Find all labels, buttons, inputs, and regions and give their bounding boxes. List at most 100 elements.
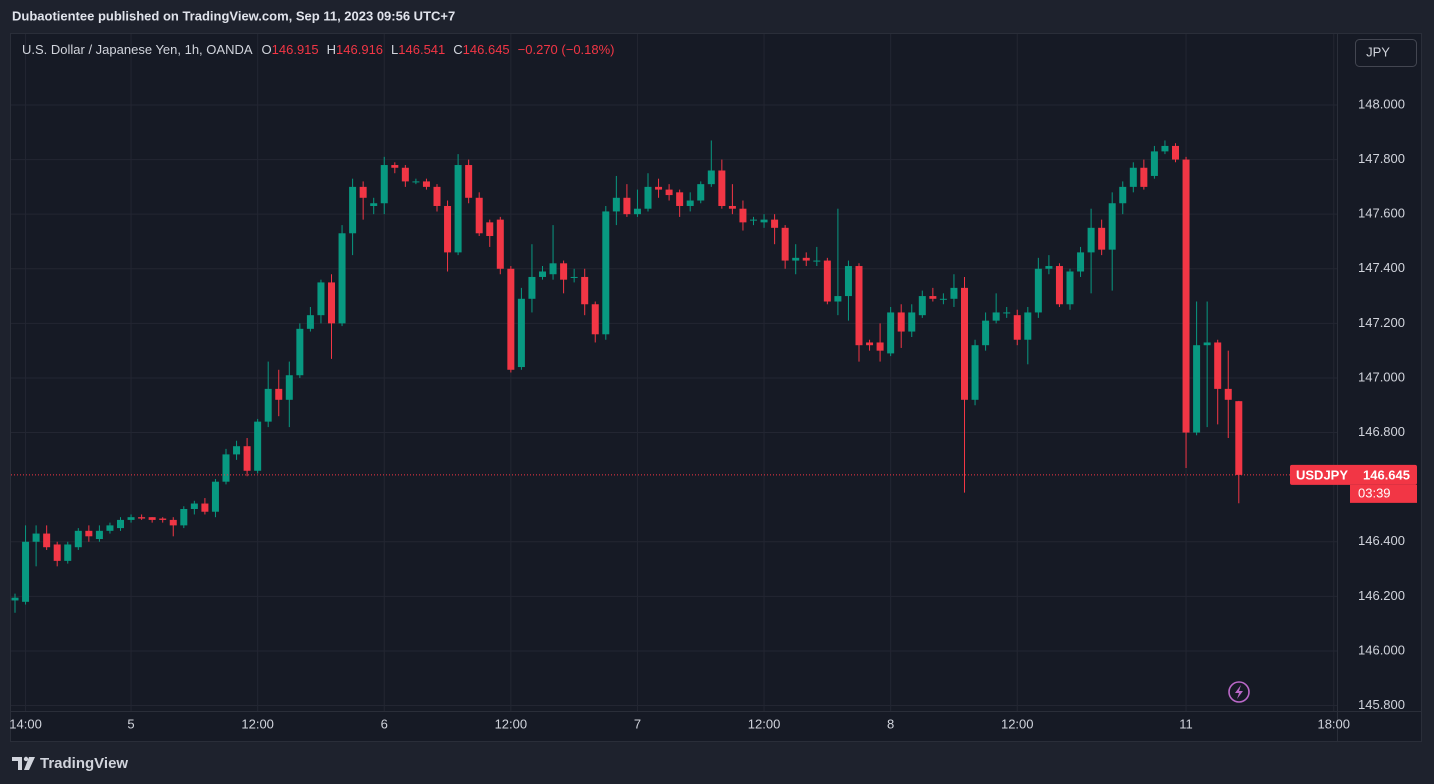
candle-body bbox=[380, 165, 388, 204]
y-tick-label: 147.200 bbox=[1358, 315, 1405, 330]
alert-icon[interactable] bbox=[1228, 681, 1250, 703]
candle-body bbox=[138, 517, 146, 519]
x-tick-label: 14:00 bbox=[9, 716, 42, 731]
candle-body bbox=[528, 276, 536, 299]
candle-body bbox=[1098, 227, 1106, 250]
candle-body bbox=[201, 503, 209, 512]
footer-logo bbox=[12, 756, 35, 770]
candle-body bbox=[254, 421, 262, 471]
currency-button-label[interactable]: JPY bbox=[1366, 44, 1390, 59]
currency-button[interactable] bbox=[1355, 39, 1417, 67]
candle-body bbox=[1108, 203, 1116, 250]
candle-body bbox=[1034, 268, 1042, 313]
candle-body bbox=[792, 257, 800, 261]
candle-body bbox=[1045, 266, 1053, 269]
candle-body bbox=[53, 544, 61, 561]
y-tick-label: 147.800 bbox=[1358, 151, 1405, 166]
x-tick-label: 12:00 bbox=[241, 716, 274, 731]
candle-body bbox=[1203, 342, 1211, 346]
candle-body bbox=[813, 260, 821, 262]
candle-body bbox=[971, 345, 979, 400]
alert-icon-bolt[interactable] bbox=[1235, 685, 1243, 699]
price-tag-countdown: 03:39 bbox=[1358, 485, 1391, 500]
candle-body bbox=[918, 296, 926, 316]
candle-body bbox=[401, 167, 409, 182]
x-tick-label: 18:00 bbox=[1317, 716, 1350, 731]
legend-value: 146.915 bbox=[272, 42, 319, 57]
candle-body bbox=[539, 271, 546, 277]
candle-body bbox=[264, 388, 272, 422]
publisher-line: Dubaotientee published on TradingView.co… bbox=[12, 8, 455, 23]
footer-brand: TradingView bbox=[40, 755, 128, 772]
y-tick-label: 146.200 bbox=[1358, 588, 1405, 603]
price-tag-value: 146.645 bbox=[1363, 467, 1410, 482]
candle-body bbox=[739, 208, 747, 223]
candle-body bbox=[1119, 186, 1127, 204]
candle-body bbox=[1024, 312, 1032, 340]
logo-shape bbox=[12, 757, 22, 770]
axes: 145.800 146.000 146.200 146.400 146.800 147.0… bbox=[9, 96, 1417, 731]
y-tick-label: 148.000 bbox=[1358, 96, 1405, 111]
candle-body bbox=[686, 200, 694, 206]
candle-body bbox=[85, 530, 93, 537]
x-tick-label: 12:00 bbox=[1001, 716, 1034, 731]
candle-body bbox=[475, 197, 483, 234]
candle-body bbox=[823, 260, 831, 302]
grid bbox=[11, 34, 1337, 711]
candle-body bbox=[169, 519, 177, 526]
candle-body bbox=[549, 263, 557, 275]
x-tick-label: 11 bbox=[1179, 716, 1193, 731]
candle-body bbox=[444, 205, 452, 253]
candle-body bbox=[602, 211, 610, 335]
legend-label: H bbox=[327, 42, 336, 57]
candle-body bbox=[760, 219, 768, 223]
y-tick-label: 145.800 bbox=[1358, 697, 1405, 712]
candle-body bbox=[106, 525, 114, 531]
legend-value: 146.541 bbox=[398, 42, 445, 57]
candles bbox=[11, 140, 1337, 613]
legend-change: −0.270 (−0.18%) bbox=[518, 42, 615, 57]
x-tick-label: 6 bbox=[381, 716, 388, 731]
candle-body bbox=[32, 533, 40, 542]
candle-body bbox=[1182, 159, 1190, 433]
candle-body bbox=[454, 165, 462, 253]
x-tick-label: 12:00 bbox=[748, 716, 781, 731]
candle-body bbox=[897, 312, 905, 332]
candle-body bbox=[433, 186, 441, 206]
y-tick-label: 147.400 bbox=[1358, 260, 1405, 275]
candle-body bbox=[74, 530, 82, 548]
candle-body bbox=[1066, 271, 1074, 305]
candle-body bbox=[159, 518, 167, 520]
candle-body bbox=[180, 508, 188, 526]
candle-body bbox=[328, 282, 335, 324]
candle-body bbox=[876, 342, 884, 351]
candle-body bbox=[306, 315, 314, 329]
candle-body bbox=[1224, 388, 1232, 400]
candle-body bbox=[855, 266, 863, 346]
candle-body bbox=[866, 342, 874, 346]
candle-body bbox=[1214, 342, 1222, 389]
candle-body bbox=[465, 165, 473, 198]
candle-body bbox=[560, 263, 568, 280]
candle-body bbox=[1140, 167, 1148, 187]
y-tick-label: 147.600 bbox=[1358, 206, 1405, 221]
candle-body bbox=[950, 287, 958, 299]
candle-body bbox=[1003, 312, 1011, 314]
alert-icon-ring[interactable] bbox=[1228, 681, 1250, 703]
candle-body bbox=[982, 320, 990, 346]
candle-body bbox=[1193, 345, 1201, 433]
candle-body bbox=[992, 312, 1000, 321]
candle-body bbox=[771, 219, 779, 228]
candle-body bbox=[296, 328, 304, 376]
x-tick-label: 7 bbox=[634, 716, 641, 731]
y-tick-label: 146.400 bbox=[1358, 533, 1405, 548]
candle-body bbox=[728, 205, 736, 209]
candle-body bbox=[190, 503, 198, 509]
candle-body bbox=[285, 375, 293, 400]
candle-body bbox=[359, 186, 367, 198]
y-tick-label: 147.000 bbox=[1358, 369, 1405, 384]
candle-body bbox=[211, 481, 219, 512]
candle-body bbox=[887, 312, 895, 354]
